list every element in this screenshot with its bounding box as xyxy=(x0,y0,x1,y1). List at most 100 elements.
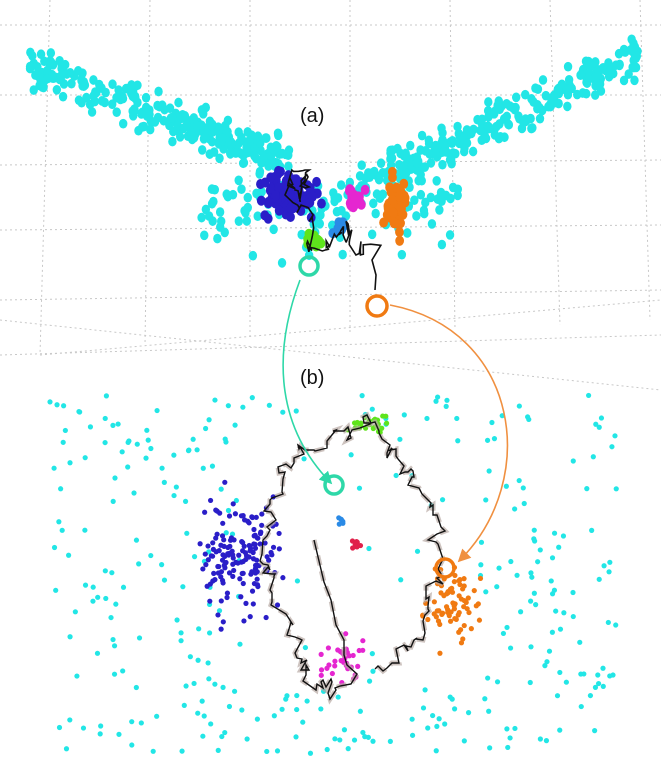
scatter-point xyxy=(439,497,446,503)
scatter-point xyxy=(257,158,266,168)
scatter-point xyxy=(222,729,228,736)
scatter-point xyxy=(63,746,70,752)
scatter-point xyxy=(263,614,269,621)
scatter-point xyxy=(51,544,58,551)
scatter-point xyxy=(202,551,208,557)
scatter-point xyxy=(189,132,199,143)
scatter-point xyxy=(61,403,67,409)
scatter-point xyxy=(252,532,258,538)
scatter-point xyxy=(473,603,479,609)
scatter-point xyxy=(455,438,461,444)
scatter-point xyxy=(455,131,464,142)
scatter-point xyxy=(613,622,619,628)
scatter-point xyxy=(97,96,107,106)
teal-link-arrow xyxy=(282,279,333,485)
scatter-point xyxy=(403,228,412,238)
scatter-point xyxy=(353,538,360,545)
scatter-point xyxy=(631,53,641,63)
scatter-point xyxy=(360,647,366,653)
scatter-point xyxy=(399,161,408,171)
scatter-point xyxy=(465,710,472,716)
scatter-point xyxy=(412,158,422,168)
scatter-point xyxy=(95,594,101,600)
scatter-point xyxy=(416,189,426,200)
scatter-point xyxy=(605,619,611,626)
scatter-point xyxy=(357,160,366,171)
scatter-point xyxy=(206,417,212,423)
scatter-point xyxy=(549,555,556,561)
scatter-point xyxy=(202,509,208,515)
scatter-point xyxy=(257,541,263,547)
scatter-point xyxy=(185,448,192,454)
scatter-point xyxy=(210,184,220,195)
scatter-point xyxy=(231,567,237,574)
scatter-point xyxy=(445,230,455,240)
scatter-point xyxy=(240,548,246,554)
scatter-point xyxy=(240,570,246,576)
scatter-point xyxy=(461,738,467,744)
scatter-point xyxy=(371,208,380,219)
scatter-point xyxy=(461,622,467,629)
scatter-point xyxy=(217,216,226,227)
scatter-point xyxy=(481,133,491,144)
scatter-point xyxy=(111,671,118,677)
scatter-point xyxy=(483,497,489,503)
scatter-point xyxy=(528,644,534,650)
scatter-point xyxy=(433,398,439,404)
scatter-point xyxy=(232,422,238,428)
scatter-point xyxy=(312,176,321,188)
scatter-point xyxy=(567,83,576,94)
scatter-point xyxy=(453,121,462,132)
scatter-point xyxy=(398,577,404,583)
scatter-point xyxy=(431,599,437,605)
scatter-point xyxy=(223,126,232,137)
scatter-point xyxy=(554,693,561,699)
scatter-point xyxy=(94,650,101,656)
scatter-point xyxy=(557,669,563,676)
scatter-point xyxy=(240,404,246,410)
scatter-point xyxy=(108,99,117,110)
scatter-point xyxy=(332,663,338,669)
scatter-point xyxy=(205,543,211,549)
panel-b-points xyxy=(47,392,619,756)
scatter-point xyxy=(76,408,82,415)
scatter-point xyxy=(355,663,361,669)
scatter-point xyxy=(332,736,338,742)
scatter-point xyxy=(239,539,245,545)
scatter-point xyxy=(587,692,594,699)
scatter-point xyxy=(120,668,126,674)
scatter-point xyxy=(183,683,189,689)
grid-line xyxy=(0,319,661,391)
scatter-point xyxy=(420,705,427,711)
scatter-point xyxy=(504,119,514,130)
scatter-point xyxy=(465,595,471,601)
scatter-point xyxy=(230,501,236,507)
scatter-point xyxy=(607,673,613,679)
scatter-point xyxy=(146,124,155,135)
scatter-point xyxy=(484,97,493,107)
scatter-point xyxy=(609,444,615,450)
scatter-point xyxy=(67,460,73,466)
scatter-point xyxy=(250,601,256,607)
scatter-point xyxy=(462,125,472,135)
scatter-point xyxy=(243,192,252,203)
scatter-point xyxy=(576,70,585,81)
scatter-point xyxy=(563,101,572,112)
scatter-point xyxy=(129,719,135,725)
panel-a-points xyxy=(25,34,642,268)
scatter-point xyxy=(67,634,73,640)
scatter-point xyxy=(434,723,440,730)
scatter-point xyxy=(224,590,231,596)
scatter-point xyxy=(447,138,457,148)
scatter-point xyxy=(477,114,487,125)
scatter-point xyxy=(356,485,363,491)
scatter-point xyxy=(62,427,68,434)
scatter-point xyxy=(453,616,459,623)
scatter-point xyxy=(578,703,584,710)
scatter-point xyxy=(266,183,276,194)
scatter-point xyxy=(252,570,259,576)
scatter-point xyxy=(277,258,287,268)
scatter-point xyxy=(564,74,574,85)
scatter-point xyxy=(175,131,185,142)
